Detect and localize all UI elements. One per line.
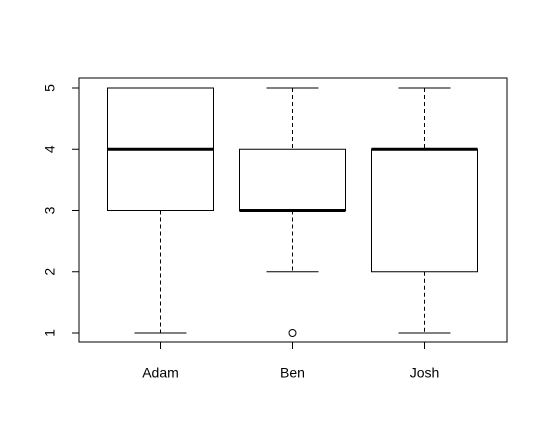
boxes [107,87,478,337]
x-axis: Adam Ben Josh [142,341,440,381]
x-tick-label-josh: Josh [410,365,440,381]
y-tick-label-5: 5 [42,84,58,92]
box-josh [371,87,478,334]
y-axis: 1 2 3 4 5 [42,84,80,337]
box-adam [107,87,214,334]
outlier-ben-0 [288,329,297,337]
y-tick-label-3: 3 [42,206,58,214]
x-tick-label-adam: Adam [142,365,179,381]
box-ben [239,87,346,337]
x-tick-label-ben: Ben [280,365,305,381]
y-tick-label-4: 4 [42,145,58,153]
y-tick-label-1: 1 [42,329,58,337]
y-tick-label-2: 2 [42,268,58,276]
iqr-box-josh [371,148,478,273]
iqr-box-ben [239,148,346,211]
